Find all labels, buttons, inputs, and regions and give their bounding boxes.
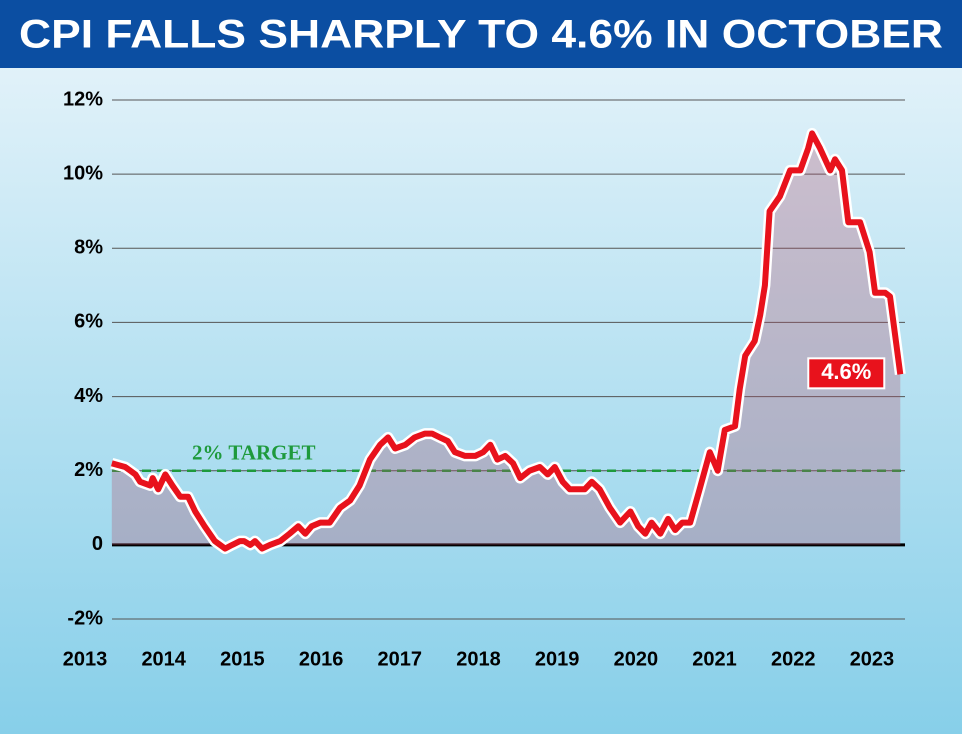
chart-title: CPI FALLS SHARPLY TO 4.6% IN OCTOBER bbox=[19, 13, 943, 57]
y-tick-label: -2% bbox=[67, 607, 103, 629]
end-label-box bbox=[807, 357, 886, 390]
x-tick-label: 2021 bbox=[692, 648, 737, 670]
title-bar bbox=[0, 0, 962, 68]
y-tick-label: 12% bbox=[63, 88, 103, 110]
y-tick-label: 0 bbox=[92, 533, 103, 555]
y-tick-label: 4% bbox=[74, 385, 103, 407]
y-tick-label: 10% bbox=[63, 162, 103, 184]
x-tick-label: 2014 bbox=[141, 648, 186, 670]
y-tick-label: 6% bbox=[74, 311, 103, 333]
x-tick-label: 2013 bbox=[63, 648, 108, 670]
target-label: 2% TARGET bbox=[192, 441, 316, 465]
x-tick-label: 2018 bbox=[456, 648, 501, 670]
y-tick-label: 2% bbox=[74, 459, 103, 481]
line bbox=[110, 130, 904, 552]
x-tick-label: 2022 bbox=[771, 648, 816, 670]
x-tick-label: 2020 bbox=[614, 648, 659, 670]
x-tick-label: 2019 bbox=[535, 648, 580, 670]
x-tick-label: 2015 bbox=[220, 648, 265, 670]
x-tick-label: 2017 bbox=[378, 648, 423, 670]
end-label: 4.6% bbox=[821, 359, 871, 384]
y-tick-label: 8% bbox=[74, 237, 103, 259]
x-tick-label: 2023 bbox=[850, 648, 895, 670]
x-tick-label: 2016 bbox=[299, 648, 344, 670]
